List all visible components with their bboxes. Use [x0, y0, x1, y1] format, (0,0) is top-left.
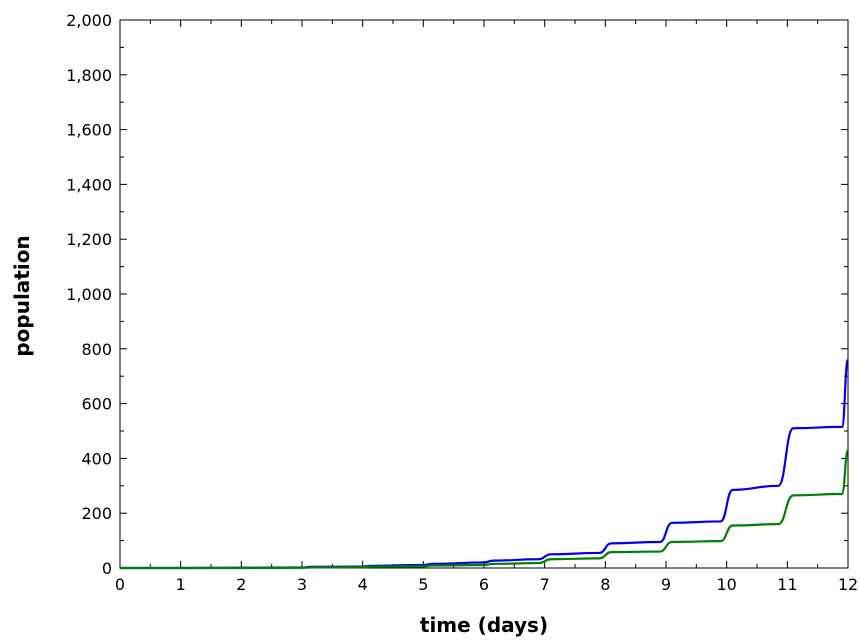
y-tick-label: 600	[81, 395, 112, 414]
y-tick-label: 1,200	[66, 230, 112, 249]
y-tick-label: 1,600	[66, 121, 112, 140]
plot-frame	[119, 19, 849, 569]
x-tick-label: 6	[479, 575, 489, 594]
axes: 0 1 2 3 4 5 6 7 8 9 10 11 1202004006008001,0001,2001…	[66, 11, 858, 594]
series-line-1	[120, 449, 850, 570]
x-tick-label: 9	[661, 575, 671, 594]
x-tick-label: 2	[236, 575, 246, 594]
y-tick-label: 200	[81, 504, 112, 523]
x-axis-title: time (days)	[420, 613, 548, 637]
axis-labels: time (days) population	[10, 235, 548, 637]
y-tick-label: 400	[81, 449, 112, 468]
x-tick-label: 10	[716, 575, 736, 594]
y-tick-label: 0	[102, 559, 112, 578]
series-line-0	[120, 358, 850, 570]
x-tick-label: 7	[540, 575, 550, 594]
y-tick-label: 1,800	[66, 66, 112, 85]
x-tick-label: 5	[418, 575, 428, 594]
y-axis-title: population	[10, 235, 34, 356]
y-tick-label: 1,400	[66, 175, 112, 194]
x-tick-label: 3	[297, 575, 307, 594]
x-tick-label: 12	[838, 575, 858, 594]
y-tick-label: 800	[81, 340, 112, 359]
x-tick-label: 11	[777, 575, 797, 594]
series-group	[120, 358, 850, 570]
x-tick-label: 4	[358, 575, 368, 594]
y-tick-label: 2,000	[66, 11, 112, 30]
x-tick-label: 1	[176, 575, 186, 594]
x-tick-label: 8	[600, 575, 610, 594]
y-tick-label: 1,000	[66, 285, 112, 304]
x-tick-label: 0	[115, 575, 125, 594]
